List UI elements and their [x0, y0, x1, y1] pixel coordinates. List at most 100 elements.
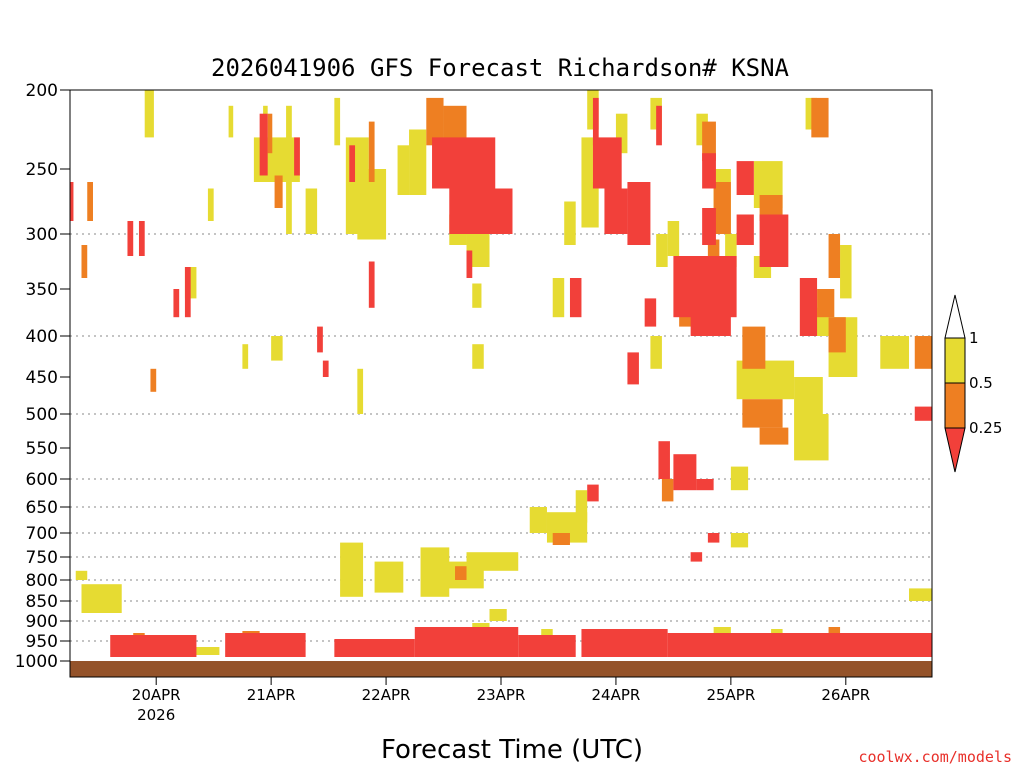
ri-cell-red	[110, 635, 197, 657]
ri-cell-red	[736, 161, 754, 195]
y-tick-label: 550	[26, 439, 58, 459]
y-tick-label: 450	[26, 368, 58, 388]
ri-cell-yellow	[207, 188, 214, 221]
ri-cell-red	[604, 188, 628, 234]
y-tick-label: 800	[26, 571, 58, 591]
x-tick-year-label: 2026	[137, 706, 175, 724]
chart-title: 2026041906 GFS Forecast Richardson# KSNA	[211, 54, 790, 82]
x-tick-label: 24APR	[592, 686, 641, 704]
legend-bin-yellow	[944, 337, 966, 384]
x-tick-label: 26APR	[821, 686, 870, 704]
ri-cell-orange	[81, 245, 88, 278]
ri-cell-red	[317, 326, 323, 353]
x-tick-label: 25APR	[706, 686, 755, 704]
legend-label-0-5: 0.5	[969, 374, 993, 392]
x-axis: 20APR 2026 21APR 22APR 23APR 24APR 25APR 26APR	[132, 677, 870, 724]
ri-cell-yellow	[397, 145, 410, 195]
ri-cell-orange	[368, 121, 375, 182]
ri-cell-red	[644, 298, 657, 327]
ri-cell-yellow	[564, 201, 576, 245]
ri-cell-red	[294, 137, 300, 176]
y-tick-label: 350	[26, 280, 58, 300]
y-tick-label: 900	[26, 612, 58, 632]
ri-cell-red	[759, 214, 789, 267]
ri-cell-red	[656, 105, 662, 146]
ri-cell-red	[449, 188, 513, 234]
ri-cell-orange	[742, 399, 783, 428]
credit-link[interactable]: coolwx.com/models	[858, 748, 1012, 766]
y-tick-label: 300	[26, 225, 58, 245]
ri-cell-orange	[267, 113, 273, 154]
ri-cell-yellow	[880, 336, 910, 369]
ri-cell-red	[322, 360, 329, 377]
ri-cell-yellow	[909, 588, 932, 601]
ri-cell-yellow	[730, 466, 749, 491]
ri-cell-red	[736, 214, 754, 245]
y-tick-label: 250	[26, 160, 58, 180]
ri-cell-red	[173, 289, 180, 318]
legend-bin-red	[944, 427, 966, 473]
ri-cell-red	[184, 267, 191, 318]
ri-cell-yellow	[420, 547, 450, 597]
ri-cell-red	[138, 221, 145, 256]
ri-cell-yellow	[271, 336, 283, 361]
ri-cell-red	[368, 261, 375, 308]
ri-cell-orange	[914, 336, 932, 369]
legend-label-0-25: 0.25	[969, 419, 1002, 437]
ri-cell-orange	[828, 317, 846, 353]
ri-cell-red	[702, 153, 716, 189]
ri-cell-yellow	[529, 507, 547, 533]
ri-cell-orange	[274, 175, 283, 208]
ri-cell-yellow	[144, 90, 154, 138]
ri-cell-yellow	[725, 234, 737, 267]
ri-cell-yellow	[179, 647, 220, 655]
ri-cell-red	[569, 278, 582, 318]
ri-cell-red	[466, 250, 473, 278]
ri-cell-red	[696, 479, 714, 491]
ri-cell-red	[702, 208, 716, 245]
ri-cell-yellow	[794, 377, 823, 414]
ri-cell-red	[127, 221, 134, 256]
y-tick-label: 400	[26, 327, 58, 347]
ri-cell-red	[673, 454, 697, 491]
x-tick-label: 22APR	[362, 686, 411, 704]
ri-cell-red	[799, 278, 818, 336]
ri-cell-red	[581, 629, 668, 657]
ri-cell-orange	[426, 97, 444, 146]
ri-cell-orange	[150, 368, 157, 392]
ri-cell-orange	[702, 121, 716, 162]
ri-cell-yellow	[696, 113, 708, 146]
ri-cell-yellow	[794, 414, 829, 461]
ri-cell-yellow	[334, 97, 341, 146]
ri-cell-orange	[455, 566, 467, 580]
ri-cell-red	[667, 633, 932, 657]
ri-cell-yellow	[409, 129, 427, 195]
ri-cell-red	[334, 639, 415, 657]
y-tick-label: 600	[26, 470, 58, 490]
ri-cell-red	[587, 484, 599, 502]
ri-cell-orange	[759, 427, 789, 445]
ri-cell-orange	[713, 182, 731, 234]
ri-cell-orange	[707, 239, 720, 267]
ri-cell-red	[432, 137, 496, 189]
ri-cell-orange	[828, 234, 841, 278]
ri-cell-yellow	[552, 278, 565, 318]
richardson-data-cells	[70, 90, 932, 657]
ri-cell-orange	[811, 97, 829, 138]
ri-cell-red	[707, 533, 720, 543]
ri-cell-yellow	[81, 584, 122, 613]
ri-cell-yellow	[472, 283, 482, 308]
ri-cell-yellow	[489, 609, 507, 621]
ri-cell-red	[70, 182, 74, 221]
ri-cell-red	[690, 552, 703, 562]
x-tick-label: 21APR	[247, 686, 296, 704]
color-legend: 1 0.5 0.25	[944, 294, 1002, 473]
legend-top-arrow	[944, 294, 966, 339]
ri-cell-yellow	[286, 105, 292, 234]
y-axis: 200 250 300 350 400 450 500 550 600 650 700 750 8008…	[15, 81, 70, 672]
ri-cell-orange	[817, 289, 835, 318]
ri-cell-red	[225, 633, 306, 657]
ri-cell-red	[518, 635, 576, 657]
ri-cell-yellow	[374, 561, 404, 593]
